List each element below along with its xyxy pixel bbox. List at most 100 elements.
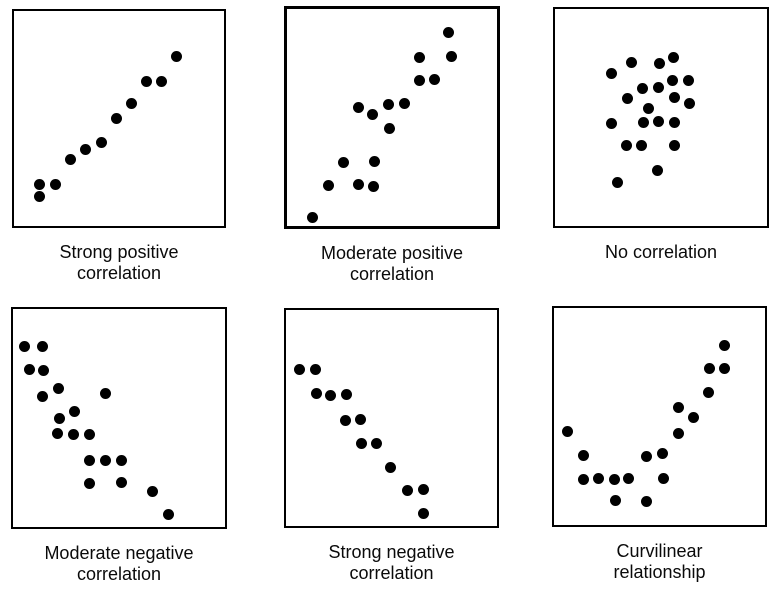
scatter-dot: [83, 428, 95, 440]
scatter-dot: [417, 483, 429, 495]
scatter-dot: [577, 449, 589, 461]
scatter-dot: [672, 427, 684, 439]
scatter-dot: [340, 388, 352, 400]
scatter-dot: [398, 97, 410, 109]
scatter-dot: [51, 427, 63, 439]
scatter-dot: [115, 476, 127, 488]
scatter-dot: [140, 75, 152, 87]
scatter-dot: [36, 340, 48, 352]
scatter-dot: [324, 389, 336, 401]
scatter-dot: [370, 437, 382, 449]
caption-line: correlation: [349, 264, 435, 284]
scatter-dot: [309, 363, 321, 375]
caption-line: correlation: [349, 563, 434, 583]
panel-strong-negative-correlation: Strong negative correlation: [284, 308, 499, 584]
caption-line: Moderate positive: [320, 243, 464, 263]
panel-curvilinear-relationship: Curvilinear relationship: [552, 306, 767, 583]
caption-line: No correlation: [604, 242, 718, 262]
scatter-dot: [656, 447, 668, 459]
scatter-dot: [622, 472, 634, 484]
scatter-dot: [668, 139, 680, 151]
scatter-dot: [620, 139, 632, 151]
scatter-dot: [609, 494, 621, 506]
scatter-plot-curvilinear: [552, 306, 767, 527]
scatter-dot: [642, 102, 654, 114]
scatter-dot: [79, 143, 91, 155]
scatter-plot-moderate-positive: [284, 6, 500, 229]
scatter-dot: [561, 425, 573, 437]
scatter-dot: [635, 139, 647, 151]
plot-caption: Strong positive correlation: [12, 242, 226, 284]
scatter-dot: [306, 211, 318, 223]
scatter-dot: [146, 485, 158, 497]
scatter-plot-no-correlation: [553, 7, 769, 228]
scatter-dot: [339, 414, 351, 426]
scatter-dot: [37, 364, 49, 376]
scatter-dot: [52, 382, 64, 394]
scatter-dot: [592, 472, 604, 484]
scatter-dot: [668, 91, 680, 103]
scatter-dot: [18, 340, 30, 352]
scatter-dot: [64, 153, 76, 165]
plot-caption: Strong negative correlation: [284, 542, 499, 584]
scatter-dot: [53, 412, 65, 424]
scatter-dot: [33, 178, 45, 190]
scatter-dot: [702, 386, 714, 398]
scatter-dot: [577, 473, 589, 485]
scatter-dot: [718, 339, 730, 351]
caption-line: Curvilinear: [616, 541, 703, 561]
scatter-dot: [682, 74, 694, 86]
plot-caption: Curvilinear relationship: [552, 541, 767, 583]
scatter-dot: [653, 57, 665, 69]
scatter-dot: [355, 437, 367, 449]
scatter-dot: [651, 164, 663, 176]
scatter-dot: [605, 117, 617, 129]
scatter-dot: [687, 411, 699, 423]
scatter-dot: [115, 454, 127, 466]
scatter-dot: [637, 116, 649, 128]
panel-no-correlation: No correlation: [553, 7, 769, 263]
scatter-dot: [83, 477, 95, 489]
scatter-dot: [703, 362, 715, 374]
scatter-dot: [428, 73, 440, 85]
scatter-dot: [99, 387, 111, 399]
scatter-dot: [652, 81, 664, 93]
scatter-dot: [672, 401, 684, 413]
scatter-dot: [68, 405, 80, 417]
scatter-dot: [110, 112, 122, 124]
scatter-dot: [383, 122, 395, 134]
scatter-dot: [666, 74, 678, 86]
caption-line: correlation: [76, 564, 162, 584]
scatter-dot: [401, 484, 413, 496]
scatter-dot: [384, 461, 396, 473]
scatter-dot: [605, 67, 617, 79]
scatter-dot: [640, 450, 652, 462]
scatter-dot: [621, 92, 633, 104]
scatter-dot: [170, 50, 182, 62]
caption-line: Strong positive: [59, 242, 179, 262]
scatter-dot: [352, 178, 364, 190]
scatter-dot: [322, 179, 334, 191]
scatter-dot: [667, 51, 679, 63]
scatter-dot: [352, 101, 364, 113]
scatter-dot: [337, 156, 349, 168]
caption-line: Strong negative: [328, 542, 455, 562]
scatter-dot: [718, 362, 730, 374]
scatter-dot: [23, 363, 35, 375]
scatter-dot: [95, 136, 107, 148]
scatter-plot-strong-negative: [284, 308, 499, 528]
plot-caption: Moderate negative correlation: [11, 543, 227, 585]
scatter-dot: [293, 363, 305, 375]
scatter-dot: [83, 454, 95, 466]
caption-line: correlation: [76, 263, 162, 283]
scatter-dot: [33, 190, 45, 202]
scatter-dot: [445, 50, 457, 62]
scatter-dot: [36, 390, 48, 402]
scatter-dot: [640, 495, 652, 507]
plot-caption: Moderate positive correlation: [284, 243, 500, 285]
scatter-dot: [413, 74, 425, 86]
scatter-plot-strong-positive: [12, 9, 226, 228]
scatter-dot: [382, 98, 394, 110]
panel-moderate-negative-correlation: Moderate negative correlation: [11, 307, 227, 585]
